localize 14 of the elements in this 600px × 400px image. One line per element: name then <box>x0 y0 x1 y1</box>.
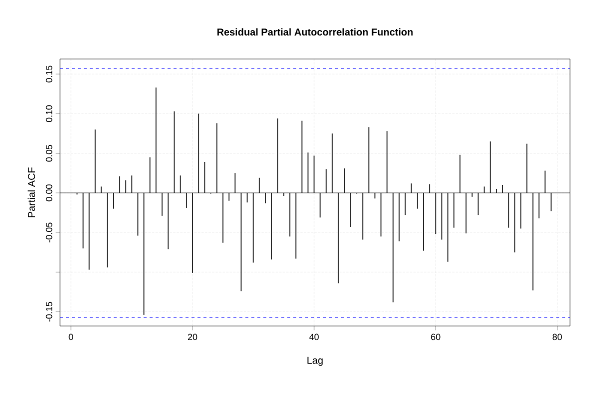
y-tick-label: 0.10 <box>46 105 52 122</box>
y-tick-label: -0.15 <box>46 302 52 322</box>
y-tick-label: 0.15 <box>46 66 52 82</box>
x-tick-label: 0 <box>68 334 74 340</box>
x-tick-label: 80 <box>552 334 562 340</box>
x-tick-label: 40 <box>309 334 319 340</box>
x-tick-label: 20 <box>188 334 198 340</box>
x-tick-label: 60 <box>431 334 440 340</box>
y-axis-title: Partial ACF <box>28 167 36 218</box>
y-tick-label: -0.05 <box>46 222 52 242</box>
y-tick-label: 0.05 <box>46 144 52 162</box>
y-tick-label: 0.00 <box>46 184 52 202</box>
chart-title: Residual Partial Autocorrelation Function <box>217 28 413 36</box>
x-axis-title: Lag <box>308 356 323 366</box>
